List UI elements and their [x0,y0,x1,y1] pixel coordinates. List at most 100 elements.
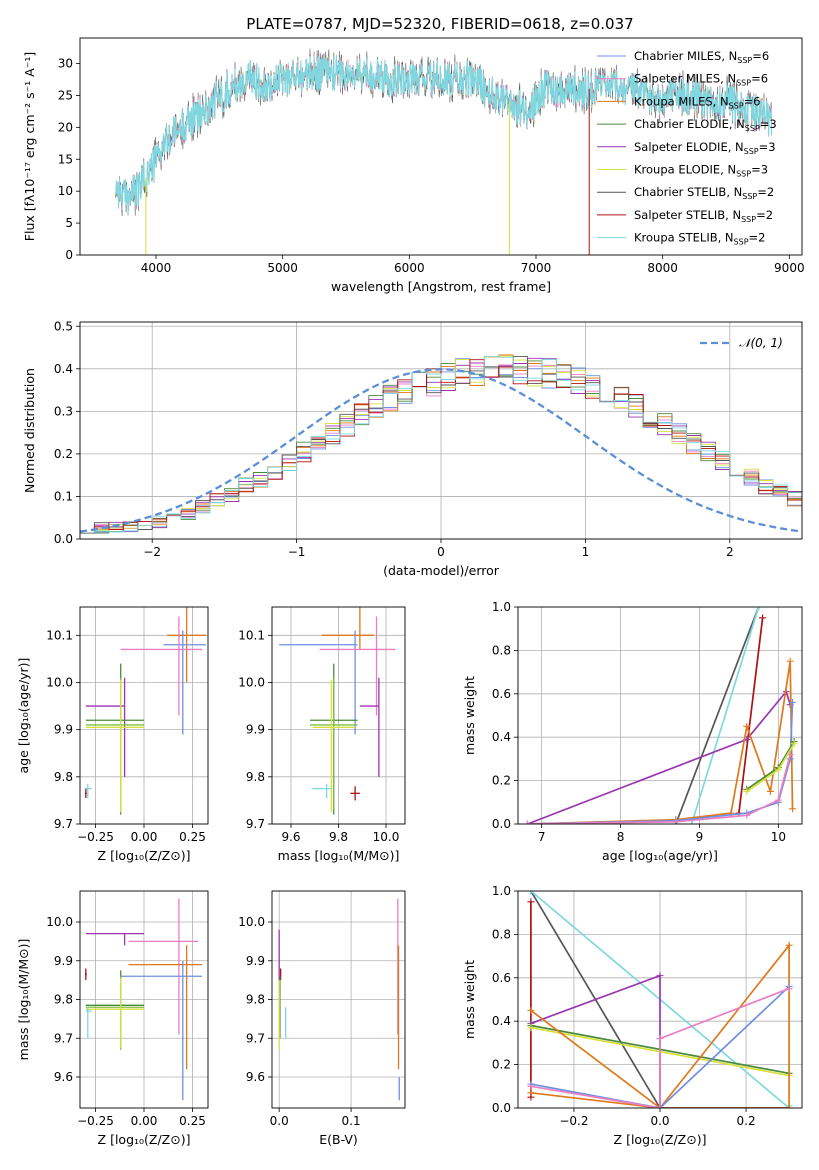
x-tick-label: 9 [696,830,704,844]
y-tick-label: 10.1 [238,628,265,642]
weight-line [690,607,760,824]
age-vs-mass-frame [271,606,406,825]
weight-marker [785,1104,793,1108]
weight-vs-Z-frame [517,890,803,1109]
weight-marker [656,1035,664,1043]
legend-label: Chabrier MILES, NSSP=6 [634,49,769,65]
residuals-frame [79,321,803,540]
x-tick-label: 9.6 [281,830,300,844]
weight-marker [527,1006,535,1014]
weight-line [527,702,794,824]
weight-vs-age-series [523,607,798,824]
y-tick-label: 10.0 [46,675,73,689]
weight-marker [527,898,535,906]
weight-vs-age-frame [517,606,803,825]
spectrum-frame [79,37,803,256]
legend-suffix: =2 [757,185,774,199]
legend-sub: SSP [737,56,752,65]
weight-marker [789,698,797,706]
legend-label: Kroupa STELIB, NSSP=2 [634,231,765,247]
y-axis-label: Normed distribution [22,368,37,493]
y-tick-label: 9.8 [54,770,73,784]
x-tick-label: 0.0 [270,1114,289,1128]
legend-suffix: =2 [756,208,773,222]
y-tick-label: 5 [65,216,73,230]
y-tick-label: 10.0 [238,915,265,929]
histogram-step [80,355,802,534]
y-tick-label: 9.8 [54,993,73,1007]
y-tick-label: 0.0 [54,532,73,546]
y-tick-label: 10.0 [46,915,73,929]
x-tick-label: 5000 [267,261,298,275]
weight-line [527,689,792,824]
x-tick-label: 4000 [141,261,172,275]
x-tick-label: −0.25 [77,1114,114,1128]
mass-vs-Z-frame [79,890,209,1109]
legend-label: Chabrier ELODIE, NSSP=3 [634,117,777,133]
x-tick-label: 7 [538,830,546,844]
x-tick-label: −1 [288,545,306,559]
weight-marker [656,972,664,980]
x-axis-label: (data-model)/error [383,563,500,578]
x-tick-label: −2 [143,545,161,559]
y-tick-label: 20 [58,120,73,134]
legend-sub: SSP [745,124,760,133]
x-tick-label: 6000 [394,261,425,275]
y-tick-label: 0.1 [54,489,73,503]
x-tick-label: 7000 [521,261,552,275]
x-axis-label: mass [log₁₀(M/M⊙)] [278,848,400,863]
residuals-axes: −2 −1 0 1 2 0.0 0.1 0.2 0.3 0.4 0.5 (data-model)/er… [22,319,802,578]
y-tick-label: 0.2 [492,774,511,788]
weight-line [675,607,760,824]
histogram-step [80,355,802,534]
x-tick-label: 0.1 [342,1114,361,1128]
histogram-series [80,354,802,534]
y-tick-label: 1.0 [492,884,511,898]
weight-marker [527,1024,535,1032]
spectrum-legend: Chabrier MILES, NSSP=6 Salpeter MILES, NS… [597,49,777,247]
y-tick-label: 9.9 [246,954,265,968]
x-tick-label: 8000 [647,261,678,275]
age-vs-mass-axes: 9.6 9.8 10.0 9.7 9.8 9.9 10.0 10.1 mass [log₁₀(M… [238,607,405,863]
y-tick-label: 0.4 [492,1014,511,1028]
legend-label: Chabrier STELIB, NSSP=2 [634,185,774,201]
weight-marker [759,614,767,622]
weight-marker [743,722,751,730]
x-tick-label: 0.00 [131,1114,158,1128]
weight-marker [755,607,763,611]
y-tick-label: 0.4 [492,730,511,744]
age-vs-Z-axes: −0.25 0.00 0.25 9.7 9.8 9.9 10.0 10.1 Z [log₁₀(Z… [16,607,208,863]
weight-marker [743,811,751,819]
weight-marker [672,818,680,824]
figure-title: PLATE=0787, MJD=52320, FIBERID=0618, z=0… [246,15,633,33]
weight-marker [786,657,794,665]
weight-marker [523,820,531,824]
weight-marker [656,1104,664,1108]
y-tick-label: 10.0 [238,675,265,689]
mass-vs-EBV-frame [271,890,406,1109]
y-tick-label: 0.8 [492,643,511,657]
y-axis-label: age [log₁₀(age/yr)] [16,658,31,774]
legend-suffix: =3 [760,117,777,131]
legend-sub: SSP [736,170,751,179]
x-tick-label: −0.2 [559,1114,588,1128]
y-axis-label: mass [log₁₀(M/M⊙)] [16,939,31,1061]
weight-marker [688,820,696,824]
x-tick-label: 2 [726,545,734,559]
weight-marker [789,805,797,813]
legend-label: Salpeter ELODIE, NSSP=3 [634,140,776,156]
spectrum-axes: 4000 5000 6000 7000 8000 9000 0 5 10 15 20 25 30 wave… [22,52,805,294]
age-vs-Z-points [84,607,207,815]
y-tick-label: 9.8 [246,770,265,784]
y-tick-label: 10 [58,184,73,198]
x-tick-label: 10 [771,830,786,844]
y-tick-label: 9.9 [54,954,73,968]
weight-marker [790,740,798,748]
weight-vs-age-axes: 7 8 9 10 0.0 0.2 0.4 0.6 0.8 1.0 age [log₁₀(age/yr… [462,600,802,863]
legend-sub: SSP [736,79,751,88]
y-axis-label: Flux [fλ10⁻¹⁷ erg cm⁻² s⁻¹ A⁻¹] [22,52,37,241]
y-tick-label: 0.6 [492,687,511,701]
legend-sub: SSP [742,192,757,201]
spectrum-series [114,48,773,255]
